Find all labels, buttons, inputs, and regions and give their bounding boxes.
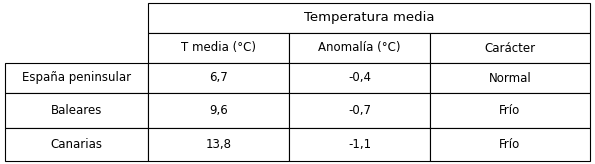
Text: T media (°C): T media (°C) <box>181 41 256 54</box>
Text: Carácter: Carácter <box>484 41 536 54</box>
Bar <box>5 93 148 128</box>
Bar <box>430 33 590 63</box>
Bar <box>289 128 430 161</box>
Bar <box>148 3 590 33</box>
Bar <box>430 93 590 128</box>
Text: -0,4: -0,4 <box>348 72 371 84</box>
Bar <box>148 128 289 161</box>
Text: Baleares: Baleares <box>51 104 102 117</box>
Text: Frío: Frío <box>499 138 521 151</box>
Text: España peninsular: España peninsular <box>22 72 131 84</box>
Bar <box>148 33 289 63</box>
Text: Temperatura media: Temperatura media <box>304 11 434 24</box>
Text: Normal: Normal <box>488 72 531 84</box>
Bar <box>148 63 289 93</box>
Text: Frío: Frío <box>499 104 521 117</box>
Bar <box>430 128 590 161</box>
Bar <box>430 63 590 93</box>
Bar <box>289 33 430 63</box>
Bar <box>289 63 430 93</box>
Text: Anomalía (°C): Anomalía (°C) <box>318 41 401 54</box>
Text: 9,6: 9,6 <box>209 104 228 117</box>
Bar <box>5 128 148 161</box>
Bar <box>148 93 289 128</box>
Text: -0,7: -0,7 <box>348 104 371 117</box>
Bar <box>289 93 430 128</box>
Text: 13,8: 13,8 <box>205 138 231 151</box>
Text: 6,7: 6,7 <box>209 72 228 84</box>
Bar <box>5 63 148 93</box>
Text: -1,1: -1,1 <box>348 138 371 151</box>
Text: Canarias: Canarias <box>51 138 102 151</box>
